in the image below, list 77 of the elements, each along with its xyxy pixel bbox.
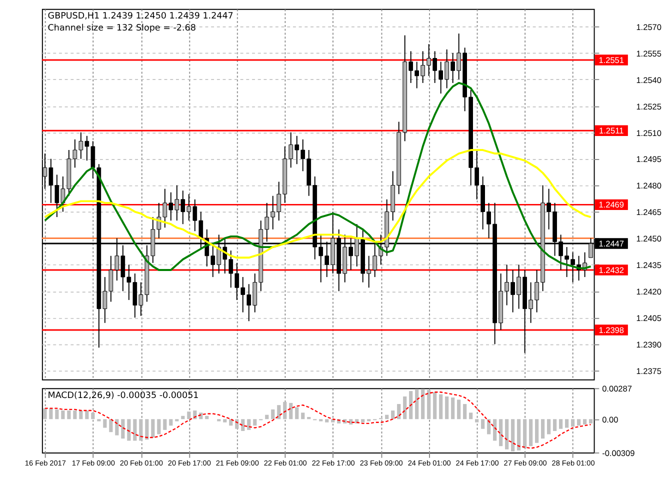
bar <box>163 419 167 430</box>
bar <box>139 419 143 441</box>
bar <box>571 419 575 427</box>
bar <box>547 419 551 434</box>
bar <box>361 419 365 422</box>
bar <box>397 404 401 420</box>
bar <box>487 419 491 434</box>
bar <box>121 419 125 439</box>
bar <box>289 402 293 420</box>
bar <box>223 419 227 422</box>
bar <box>427 390 431 420</box>
bar <box>517 419 521 450</box>
line-series <box>44 82 592 271</box>
bar <box>325 419 329 422</box>
bar <box>277 405 281 420</box>
bar <box>445 396 449 420</box>
text: Channel size = 132 Slope = -2.68 <box>48 23 196 34</box>
bar <box>49 408 53 420</box>
line-series <box>44 392 592 449</box>
bar <box>169 419 173 426</box>
bar <box>73 410 77 420</box>
bar <box>523 419 527 448</box>
bar <box>529 419 533 446</box>
bar <box>385 414 389 420</box>
bar <box>559 419 563 429</box>
bar <box>535 419 539 443</box>
bar <box>457 400 461 420</box>
bar <box>463 404 467 420</box>
bar <box>493 419 497 441</box>
bar <box>283 402 287 420</box>
bar <box>157 419 161 434</box>
bar <box>409 391 413 420</box>
bar <box>235 419 239 429</box>
chart-title: GBPUSD,H1 1.2439 1.2450 1.2439 1.2447 <box>48 12 234 22</box>
bar <box>589 419 593 424</box>
bar <box>481 419 485 429</box>
bar <box>421 388 425 420</box>
bar <box>511 419 515 452</box>
bar <box>307 416 311 420</box>
bar <box>577 419 581 426</box>
bar <box>475 419 479 422</box>
bar <box>301 412 305 420</box>
bar <box>55 409 59 420</box>
bar <box>391 410 395 420</box>
bar <box>253 419 257 426</box>
chart-title: MACD(12,26,9) -0.00035 -0.00051 <box>48 390 199 401</box>
bar <box>85 410 89 420</box>
bar <box>241 419 245 432</box>
bar <box>145 419 149 440</box>
bar <box>433 392 437 420</box>
bar <box>565 419 569 428</box>
bar <box>271 409 275 420</box>
bar <box>109 419 113 432</box>
bar <box>67 410 71 420</box>
bar <box>133 419 137 441</box>
bar <box>187 412 191 420</box>
bar <box>151 419 155 438</box>
bar <box>79 410 83 420</box>
bar <box>43 408 47 420</box>
bar <box>499 419 503 446</box>
bar <box>451 398 455 420</box>
bar <box>103 419 107 428</box>
bar <box>469 412 473 420</box>
bar <box>265 414 269 420</box>
bar <box>61 410 65 420</box>
bar <box>295 407 299 420</box>
bar <box>439 394 443 420</box>
bar <box>403 396 407 420</box>
bar <box>553 419 557 432</box>
bar <box>583 419 587 425</box>
bar <box>247 419 251 430</box>
bar <box>127 419 131 441</box>
bar <box>91 412 95 420</box>
bar <box>415 388 419 420</box>
bar <box>505 419 509 450</box>
bar <box>541 419 545 439</box>
bar <box>115 419 119 436</box>
